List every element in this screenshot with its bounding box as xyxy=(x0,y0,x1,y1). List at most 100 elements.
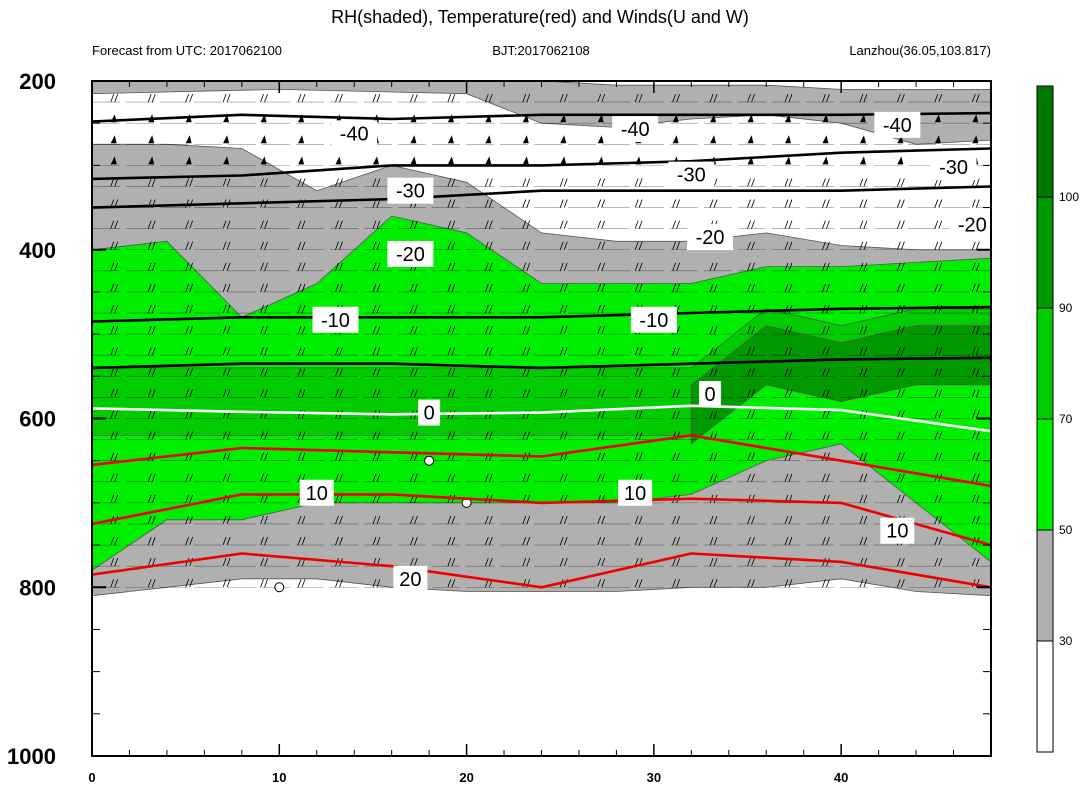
wind-barb xyxy=(597,347,606,356)
wind-barb xyxy=(971,368,980,377)
wind-barb xyxy=(185,536,194,546)
wind-barb xyxy=(784,178,793,187)
wind-barb xyxy=(484,558,493,567)
wind-barb xyxy=(597,241,606,250)
temperature-contour xyxy=(92,493,991,547)
wind-barb xyxy=(297,368,306,377)
wind-barb xyxy=(147,473,156,482)
wind-barb xyxy=(372,156,379,165)
wind-barb xyxy=(934,241,943,250)
wind-barb xyxy=(934,431,943,440)
wind-barb xyxy=(484,199,493,208)
wind-barb xyxy=(110,410,119,419)
wind-barb xyxy=(335,241,343,250)
wind-barb xyxy=(522,389,531,398)
wind-barb xyxy=(709,283,718,293)
wind-barb xyxy=(709,199,718,208)
wind-barb xyxy=(447,178,456,187)
wind-barb xyxy=(822,283,830,293)
wind-barb xyxy=(260,389,268,398)
wind-barb xyxy=(859,241,868,250)
wind-barb xyxy=(597,199,606,208)
contour-label-box xyxy=(612,116,659,143)
wind-barb xyxy=(447,93,456,103)
wind-barb xyxy=(260,304,268,314)
wind-barb xyxy=(747,431,755,440)
wind-barb xyxy=(410,325,418,335)
wind-barb xyxy=(297,515,306,525)
wind-barb xyxy=(709,262,718,271)
wind-barb xyxy=(522,262,531,271)
wind-barb xyxy=(559,199,568,208)
wind-barb xyxy=(597,283,606,293)
wind-barb xyxy=(747,283,755,293)
wind-barb xyxy=(447,220,456,229)
wind-barb xyxy=(185,156,192,165)
wind-barb xyxy=(410,220,418,229)
wind-barb xyxy=(222,579,231,588)
contour-label-box xyxy=(331,120,378,147)
rh-band-90-100 xyxy=(690,325,991,445)
wind-barb xyxy=(372,452,381,461)
wind-barb xyxy=(335,156,342,165)
wind-barb xyxy=(934,410,943,419)
wind-barb xyxy=(297,178,306,187)
wind-barb xyxy=(185,389,194,398)
contour-label-box xyxy=(387,177,434,204)
wind-barb xyxy=(559,283,568,293)
wind-barb xyxy=(896,431,905,440)
wind-barb xyxy=(597,368,606,377)
wind-barb xyxy=(222,347,231,356)
wind-barb xyxy=(709,515,718,525)
wind-barb xyxy=(784,262,793,271)
wind-barb xyxy=(372,368,381,377)
wind-barb xyxy=(484,241,493,250)
wind-barb xyxy=(896,368,905,377)
wind-barb xyxy=(522,558,531,567)
wind-barb xyxy=(559,178,568,187)
contour-label-text: -40 xyxy=(883,115,912,137)
wind-barb xyxy=(335,178,343,187)
wind-barb xyxy=(372,283,381,293)
wind-barb xyxy=(971,262,980,271)
wind-barb xyxy=(185,135,192,144)
wind-barb xyxy=(335,389,343,398)
wind-barb xyxy=(747,368,755,377)
wind-barb xyxy=(822,368,830,377)
y-tick-label: 600 xyxy=(19,407,56,432)
wind-barb xyxy=(896,241,905,250)
wind-barb xyxy=(335,368,343,377)
wind-barb xyxy=(559,241,568,250)
wind-barb xyxy=(822,156,829,165)
contour-label-box xyxy=(312,306,359,333)
wind-barb xyxy=(297,452,306,461)
contour-label-box xyxy=(387,240,434,267)
wind-barb xyxy=(896,262,905,271)
wind-barb xyxy=(822,241,830,250)
wind-barb xyxy=(896,579,905,588)
wind-barb xyxy=(822,431,830,440)
wind-barb xyxy=(260,241,268,250)
wind-barb xyxy=(484,389,493,398)
wind-barb xyxy=(222,325,231,335)
contour-label: 10 xyxy=(880,517,915,544)
wind-barb xyxy=(260,347,268,356)
wind-barb xyxy=(971,473,980,482)
wind-barb xyxy=(222,515,231,525)
chart-title: RH(shaded), Temperature(red) and Winds(U… xyxy=(331,7,749,27)
wind-barb xyxy=(597,93,606,103)
wind-barb xyxy=(559,325,568,335)
wind-barb xyxy=(747,220,755,229)
x-tick-label: 20 xyxy=(459,770,473,785)
wind-barb xyxy=(260,156,267,165)
contour-label: -30 xyxy=(668,161,715,188)
wind-barb xyxy=(185,431,194,440)
contour-label-text: -30 xyxy=(396,181,425,203)
wind-barb xyxy=(485,135,492,144)
wind-barb xyxy=(896,473,905,482)
wind-barb xyxy=(859,262,868,271)
wind-barb xyxy=(447,473,456,482)
contour-label: 0 xyxy=(699,381,722,408)
wind-barb xyxy=(859,389,868,398)
wind-barb xyxy=(147,410,156,419)
